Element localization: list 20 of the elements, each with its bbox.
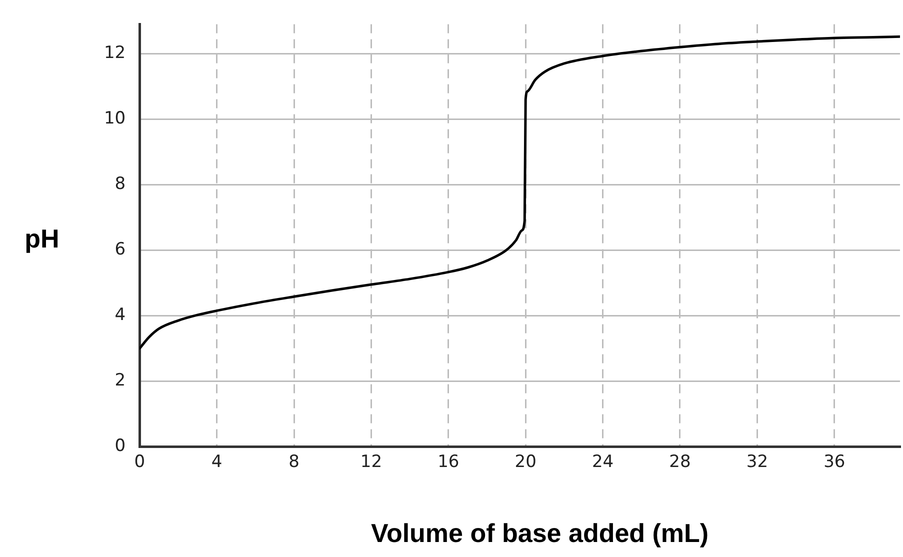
y-tick-label: 10 (104, 108, 126, 129)
y-tick-label: 6 (114, 240, 126, 260)
x-tick-label: 4 (211, 452, 222, 472)
x-axis-title: Volume of base added (mL) (371, 518, 709, 548)
x-tick-label: 16 (438, 452, 460, 472)
x-tick-label: 32 (746, 452, 768, 472)
y-tick-label: 12 (104, 43, 126, 64)
y-tick-label: 2 (114, 370, 126, 391)
y-axis-title: pH (24, 223, 60, 254)
x-tick-label: 20 (514, 452, 536, 472)
x-tick-label: 28 (669, 452, 691, 472)
line-series (140, 35, 900, 350)
x-tick-label: 8 (288, 452, 300, 472)
x-tick-label: 0 (134, 452, 146, 472)
y-tick-label: 0 (114, 436, 126, 456)
y-tick-label: 8 (114, 174, 126, 194)
y-tick-label: 4 (114, 305, 126, 326)
x-tick-label: 24 (592, 452, 614, 472)
x-tick-label: 12 (360, 452, 382, 472)
x-tick-label: 36 (824, 452, 846, 472)
